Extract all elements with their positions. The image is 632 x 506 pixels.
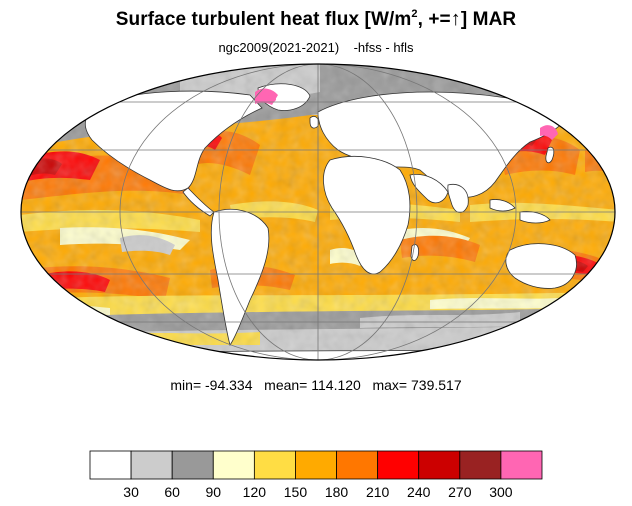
- colorbar-swatch: [295, 450, 337, 480]
- colorbar-tick-label: 210: [366, 484, 390, 500]
- map-title: Surface turbulent heat flux [W/m2, +=↑] …: [115, 8, 517, 30]
- colorbar-tick-label: 300: [489, 484, 513, 500]
- colorbar-swatch: [253, 450, 296, 480]
- colorbar-swatch: [336, 450, 379, 480]
- colorbar-tick-label: 150: [284, 484, 308, 500]
- colorbar-swatch: [500, 450, 543, 480]
- colorbar-swatch: [212, 450, 255, 480]
- colorbar-swatch: [171, 450, 214, 480]
- colorbar-tick-label: 180: [325, 484, 349, 500]
- colorbar-tick-label: 60: [164, 484, 180, 500]
- global-heat-flux-map: [20, 63, 616, 361]
- colorbar-swatch: [459, 450, 502, 480]
- colorbar-tick-label: 120: [243, 484, 267, 500]
- colorbar-swatch: [130, 450, 173, 480]
- up-arrow-symbol: ↑: [450, 8, 461, 30]
- globe-outline: [20, 63, 616, 361]
- colorbar-swatch: [377, 450, 420, 480]
- colorbar-swatch: [89, 450, 132, 480]
- graticule: [21, 64, 615, 360]
- colorbar-swatch: [418, 450, 461, 480]
- map-subtitle: ngc2009(2021-2021) -hfss - hfls: [218, 40, 414, 55]
- statistics-line: min= -94.334 mean= 114.120 max= 739.517: [170, 377, 462, 393]
- colorbar-tick-label: 240: [407, 484, 431, 500]
- colorbar-tick-label: 90: [205, 484, 221, 500]
- colorbar-tick-label: 270: [448, 484, 472, 500]
- colorbar-tick-label: 30: [123, 484, 139, 500]
